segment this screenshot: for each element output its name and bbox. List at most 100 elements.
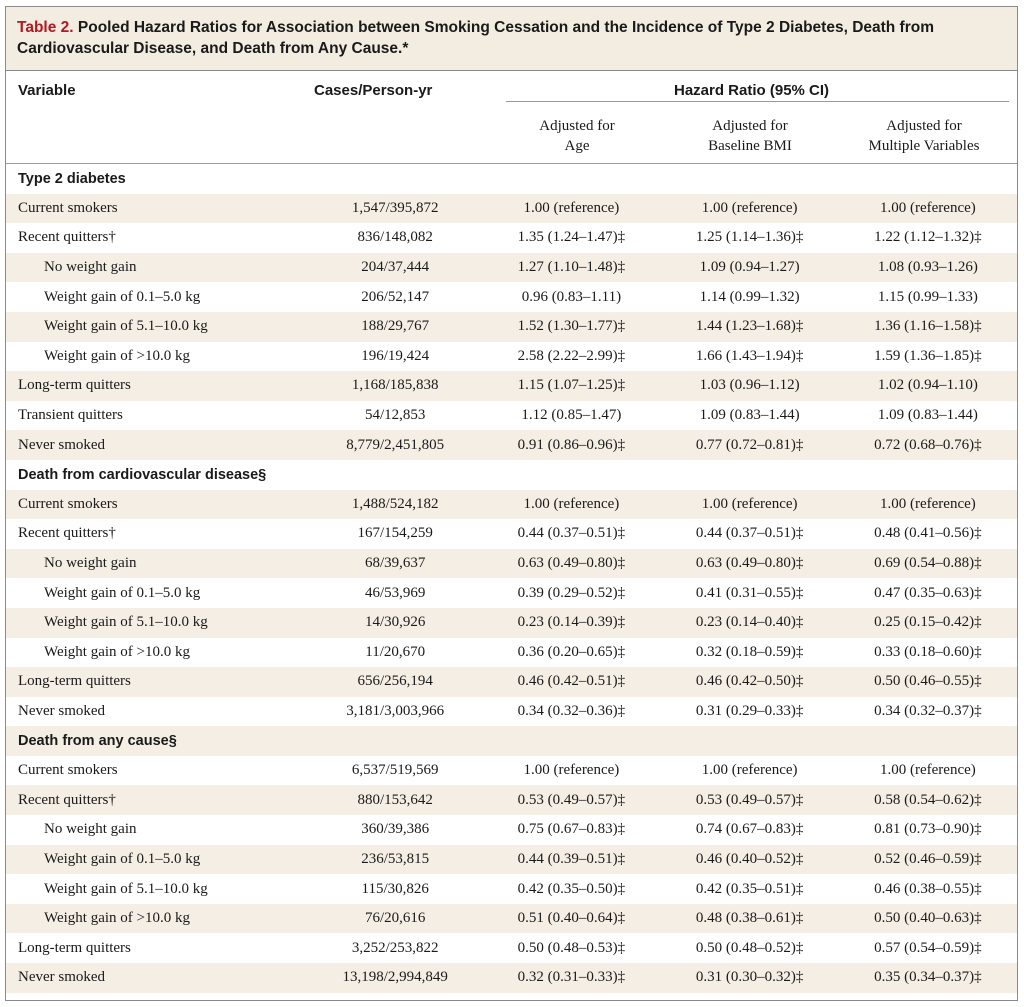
cases-cell: 8,779/2,451,805 <box>346 436 445 453</box>
hr-age-cell: 1.52 (1.30–1.77)‡ <box>517 318 626 335</box>
hr-multi-cell: 0.69 (0.54–0.88)‡ <box>874 555 982 572</box>
hr-bmi-cell: 1.44 (1.23–1.68)‡ <box>695 318 804 335</box>
cases-cell: 13,198/2,994,849 <box>342 969 448 986</box>
hr-age-cell: 0.50 (0.48–0.53)‡ <box>517 939 626 956</box>
hr-age-cell: 0.42 (0.35–0.50)‡ <box>517 880 626 897</box>
hr-age-cell: 1.00 (reference) <box>523 495 620 512</box>
hr-age-cell: 2.58 (2.22–2.99)‡ <box>517 347 626 364</box>
hr-multi-cell: 0.25 (0.15–0.42)‡ <box>874 614 982 631</box>
table-row: Never smoked 3,181/3,003,966 0.34 (0.32–0.… <box>6 697 1017 727</box>
hr-bmi-cell: 0.41 (0.31–0.55)‡ <box>695 584 804 601</box>
hr-multi-cell: 1.00 (reference) <box>879 495 976 512</box>
section-label: Death from any cause§ <box>18 733 177 750</box>
header-col-multi-line1: Adjusted for <box>886 118 962 134</box>
cases-cell: 115/30,826 <box>361 880 429 897</box>
row-label: Weight gain of >10.0 kg <box>44 643 190 660</box>
cases-cell: 76/20,616 <box>365 910 426 927</box>
hr-age-cell: 1.15 (1.07–1.25)‡ <box>517 377 626 394</box>
hr-multi-cell: 1.09 (0.83–1.44) <box>877 407 978 424</box>
hr-multi-cell: 0.50 (0.46–0.55)‡ <box>874 673 982 690</box>
row-label: Never smoked <box>18 702 106 719</box>
header-hazard-ratio: Hazard Ratio (95% CI) <box>674 82 830 99</box>
hr-age-cell: 1.00 (reference) <box>523 762 620 779</box>
hr-bmi-cell: 1.00 (reference) <box>701 199 798 216</box>
hr-age-cell: 0.46 (0.42–0.51)‡ <box>517 673 626 690</box>
hr-bmi-cell: 1.09 (0.94–1.27) <box>699 259 800 276</box>
table-header: Variable Cases/Person-yr Hazard Ratio (9… <box>6 71 1017 164</box>
hr-bmi-cell: 1.00 (reference) <box>701 495 798 512</box>
hr-bmi-cell: 0.46 (0.42–0.50)‡ <box>695 673 804 690</box>
hr-age-cell: 0.75 (0.67–0.83)‡ <box>517 821 626 838</box>
hr-age-cell: 0.96 (0.83–1.11) <box>521 288 622 305</box>
table-row: Long-term quitters 3,252/253,822 0.50 (0.4… <box>6 933 1017 963</box>
table-row: Weight gain of 5.1–10.0 kg 188/29,767 1.52… <box>6 311 1017 342</box>
hr-bmi-cell: 0.31 (0.29–0.33)‡ <box>695 702 804 719</box>
cases-cell: 68/39,637 <box>365 555 426 572</box>
cases-cell: 11/20,670 <box>365 643 426 660</box>
table-row: Current smokers 1,488/524,182 1.00 (refere… <box>6 489 1017 520</box>
hr-multi-cell: 0.58 (0.54–0.62)‡ <box>874 791 982 808</box>
hr-multi-cell: 0.46 (0.38–0.55)‡ <box>874 880 982 897</box>
row-label: Long-term quitters <box>18 673 131 690</box>
hr-multi-cell: 1.02 (0.94–1.10) <box>877 377 978 394</box>
hr-bmi-cell: 0.46 (0.40–0.52)‡ <box>695 850 804 867</box>
header-divider <box>6 163 1017 164</box>
cases-cell: 3,252/253,822 <box>351 939 439 956</box>
hr-multi-cell: 0.34 (0.32–0.37)‡ <box>874 702 982 719</box>
hr-age-cell: 0.51 (0.40–0.64)‡ <box>517 910 626 927</box>
table-row: Current smokers 6,537/519,569 1.00 (refere… <box>6 756 1017 786</box>
hr-multi-cell: 0.48 (0.41–0.56)‡ <box>874 525 982 542</box>
hr-age-cell: 0.44 (0.39–0.51)‡ <box>517 850 626 867</box>
row-label: Current smokers <box>18 495 118 512</box>
table-row: Weight gain of 5.1–10.0 kg 14/30,926 0.23 … <box>6 607 1017 638</box>
data-table: Type 2 diabetes Current smokers 1,547/395,… <box>6 164 1017 993</box>
header-col-bmi: Adjusted for Baseline BMI <box>675 116 825 156</box>
hr-bmi-cell: 1.66 (1.43–1.94)‡ <box>695 347 804 364</box>
cases-cell: 836/148,082 <box>357 229 433 246</box>
row-label: Recent quitters† <box>18 791 116 808</box>
hr-multi-cell: 0.81 (0.73–0.90)‡ <box>874 821 982 838</box>
table-row: Weight gain of >10.0 kg 11/20,670 0.36 (0.… <box>6 638 1017 668</box>
hr-age-cell: 1.27 (1.10–1.48)‡ <box>517 259 626 276</box>
row-label: Weight gain of 5.1–10.0 kg <box>44 614 208 631</box>
hr-multi-cell: 1.36 (1.16–1.58)‡ <box>874 318 982 335</box>
table-row: No weight gain 68/39,637 0.63 (0.49–0.80)‡… <box>6 548 1017 579</box>
hr-multi-cell: 0.52 (0.46–0.59)‡ <box>874 850 982 867</box>
table-row: Weight gain of 5.1–10.0 kg 115/30,826 0.42… <box>6 874 1017 904</box>
row-label: No weight gain <box>44 821 137 838</box>
table-row: Weight gain of 0.1–5.0 kg 46/53,969 0.39 (… <box>6 578 1017 608</box>
hr-age-cell: 0.91 (0.86–0.96)‡ <box>517 436 626 453</box>
hr-bmi-cell: 0.50 (0.48–0.52)‡ <box>695 939 804 956</box>
hr-multi-cell: 0.50 (0.40–0.63)‡ <box>874 910 982 927</box>
header-col-age: Adjusted for Age <box>502 116 652 156</box>
header-col-multi-line2: Multiple Variables <box>868 138 980 154</box>
hr-multi-cell: 1.08 (0.93–1.26) <box>877 259 978 276</box>
table-row: Transient quitters 54/12,853 1.12 (0.85–1.… <box>6 401 1017 431</box>
header-col-multi: Adjusted for Multiple Variables <box>849 116 999 156</box>
row-label: Transient quitters <box>18 407 123 424</box>
cases-cell: 1,168/185,838 <box>351 377 439 394</box>
row-label: Weight gain of >10.0 kg <box>44 910 190 927</box>
row-label: Recent quitters† <box>18 229 116 246</box>
cases-cell: 880/153,642 <box>357 791 433 808</box>
row-label: Weight gain of 0.1–5.0 kg <box>44 850 201 867</box>
table-row: Long-term quitters 1,168/185,838 1.15 (1.0… <box>6 371 1017 401</box>
table-row: Weight gain of >10.0 kg 76/20,616 0.51 (0.… <box>6 903 1017 934</box>
hr-bmi-cell: 1.25 (1.14–1.36)‡ <box>695 229 804 246</box>
hr-multi-cell: 0.72 (0.68–0.76)‡ <box>874 436 982 453</box>
header-col-age-line2: Age <box>564 138 590 154</box>
header-cases: Cases/Person-yr <box>314 82 433 99</box>
row-label: No weight gain <box>44 259 137 276</box>
hr-bmi-cell: 0.74 (0.67–0.83)‡ <box>695 821 804 838</box>
header-col-bmi-line1: Adjusted for <box>712 118 788 134</box>
hr-multi-cell: 1.15 (0.99–1.33) <box>877 288 978 305</box>
row-label: Current smokers <box>18 762 118 779</box>
hr-bmi-cell: 1.00 (reference) <box>701 762 798 779</box>
hr-bmi-cell: 1.03 (0.96–1.12) <box>699 377 800 394</box>
hr-multi-cell: 0.33 (0.18–0.60)‡ <box>874 643 982 660</box>
row-label: Weight gain of 0.1–5.0 kg <box>44 584 201 601</box>
row-label: Weight gain of 0.1–5.0 kg <box>44 288 201 305</box>
row-label: Current smokers <box>18 199 118 216</box>
hr-bmi-cell: 0.53 (0.49–0.57)‡ <box>695 791 804 808</box>
cases-cell: 1,547/395,872 <box>351 199 439 216</box>
